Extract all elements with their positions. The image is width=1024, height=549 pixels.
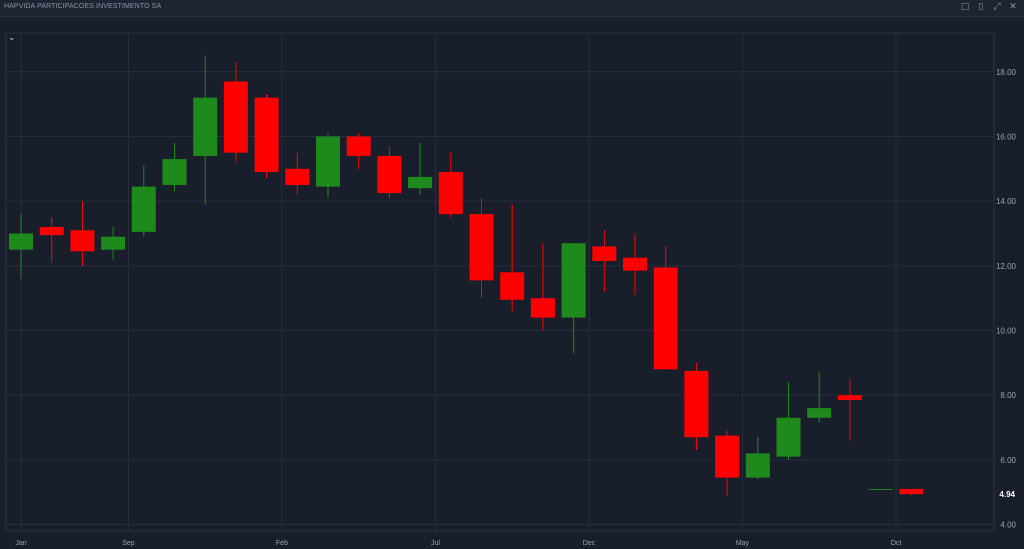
candle-body-up xyxy=(193,97,218,156)
candle-body-down xyxy=(592,246,617,261)
y-tick-label: 8.00 xyxy=(1000,391,1016,400)
x-tick-label: Oct xyxy=(891,540,902,547)
window-title: HAPVIDA PARTICIPACOES INVESTIMENTO SA xyxy=(4,3,162,10)
candle-body-up xyxy=(776,417,801,457)
last-price-label: 4.94 xyxy=(999,490,1015,499)
x-tick-label: May xyxy=(736,540,750,547)
candle-body-up xyxy=(131,186,156,232)
x-tick-label: Jan xyxy=(15,540,26,547)
window-titlebar: HAPVIDA PARTICIPACOES INVESTIMENTO SA □ … xyxy=(0,0,1024,17)
candle-body-down xyxy=(715,435,740,478)
save-icon[interactable]: ▯ xyxy=(978,2,984,12)
x-tick-label: Sep xyxy=(122,540,135,547)
candle-body-up xyxy=(807,408,832,418)
candle-body-down xyxy=(377,155,402,194)
candle-body-down xyxy=(653,267,678,370)
x-tick-label: Dec xyxy=(583,540,596,547)
candle-body-down xyxy=(837,395,862,401)
close-icon[interactable]: ✕ xyxy=(1009,2,1017,12)
candle-body-up xyxy=(745,453,770,478)
candle-body-down xyxy=(223,81,248,153)
candle-body-up xyxy=(868,488,893,490)
y-tick-label: 12.00 xyxy=(996,262,1017,271)
candle-body-down xyxy=(438,172,463,215)
candle-body-down xyxy=(500,272,525,300)
candle-body-down xyxy=(285,168,310,185)
candle-body-up xyxy=(9,233,33,250)
candle-body-down xyxy=(469,214,494,281)
candle-body-up xyxy=(408,176,433,189)
candle-body-down xyxy=(70,230,95,252)
y-tick-label: 14.00 xyxy=(996,197,1017,206)
candle-body-up xyxy=(561,243,586,318)
x-tick-label: Jul xyxy=(431,540,440,547)
chevron-down-icon[interactable]: ⌄ xyxy=(8,33,16,43)
expand-icon[interactable]: ⤢ xyxy=(993,2,1001,12)
y-tick-label: 10.00 xyxy=(996,327,1017,336)
candle-body-down xyxy=(530,298,555,318)
candle-body-down xyxy=(39,227,64,236)
candle-body-down xyxy=(684,370,709,438)
x-tick-label: Feb xyxy=(276,540,288,547)
plot-border xyxy=(5,32,995,532)
candle-body-up xyxy=(162,159,187,185)
popout-icon[interactable]: □ xyxy=(960,2,970,12)
y-tick-label: 16.00 xyxy=(996,132,1017,141)
y-tick-label: 6.00 xyxy=(1000,456,1016,465)
candle-body-up xyxy=(101,236,126,250)
candle-body-up xyxy=(316,136,340,187)
y-tick-label: 4.00 xyxy=(1000,521,1016,530)
candle-body-down xyxy=(346,136,371,156)
candle-body-down xyxy=(899,488,924,495)
candle-body-down xyxy=(254,97,279,173)
y-tick-label: 18.00 xyxy=(996,68,1017,77)
window-controls: □ ▯ ⤢ ✕ xyxy=(960,2,1018,13)
candle-body-down xyxy=(623,257,647,271)
